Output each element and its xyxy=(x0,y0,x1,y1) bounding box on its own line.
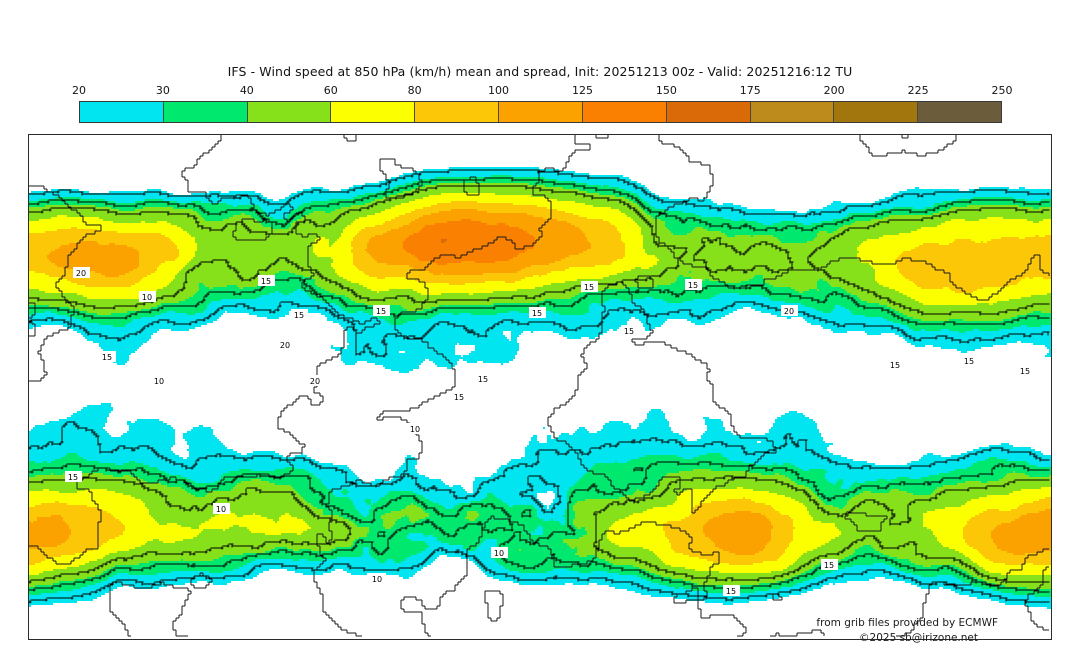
svg-text:15: 15 xyxy=(1020,367,1030,376)
colorbar-segment-2 xyxy=(247,102,332,122)
colorbar-segment-1 xyxy=(163,102,248,122)
svg-text:20: 20 xyxy=(280,341,290,350)
colorbar-tick-250: 250 xyxy=(991,84,1013,97)
svg-text:15: 15 xyxy=(532,309,542,318)
colorbar-tick-125: 125 xyxy=(571,84,593,97)
svg-text:15: 15 xyxy=(964,357,974,366)
svg-text:15: 15 xyxy=(376,307,386,316)
colorbar-tick-80: 80 xyxy=(407,84,422,97)
svg-text:20: 20 xyxy=(784,307,794,316)
colorbar-segment-6 xyxy=(582,102,667,122)
svg-text:10: 10 xyxy=(410,425,420,434)
svg-text:10: 10 xyxy=(494,549,504,558)
colorbar-tick-20: 20 xyxy=(72,84,86,97)
svg-text:15: 15 xyxy=(294,311,304,320)
svg-text:15: 15 xyxy=(68,473,78,482)
colorbar-segment-10 xyxy=(918,102,1001,122)
svg-text:10: 10 xyxy=(372,575,382,584)
colorbar-tick-60: 60 xyxy=(323,84,338,97)
svg-text:15: 15 xyxy=(454,393,464,402)
svg-text:10: 10 xyxy=(142,293,152,302)
svg-text:15: 15 xyxy=(584,283,594,292)
map-canvas: 10 15 20 15 15 15 15 15 10 20 20 15 10 15 15 15 20 15 15 15… xyxy=(29,135,1051,639)
copyright-credit: ©2025 sb@irizone.net xyxy=(859,632,978,644)
colorbar-tick-100: 100 xyxy=(488,84,510,97)
colorbar-tick-40: 40 xyxy=(239,84,254,97)
colorbar-tick-150: 150 xyxy=(655,84,677,97)
page-title: IFS - Wind speed at 850 hPa (km/h) mean … xyxy=(227,64,853,79)
map-frame[interactable]: 10 15 20 15 15 15 15 15 10 20 20 15 10 15 15 15 20 15 15 15… xyxy=(28,134,1052,640)
svg-text:20: 20 xyxy=(76,269,86,278)
colorbar-segment-7 xyxy=(666,102,751,122)
svg-text:15: 15 xyxy=(478,375,488,384)
svg-text:15: 15 xyxy=(824,561,834,570)
colorbar-tick-labels: 20 30 40 60 80 100 125 150 175 200 225 250 xyxy=(72,84,1013,100)
svg-text:20: 20 xyxy=(310,377,320,386)
colorbar-tick-30: 30 xyxy=(155,84,170,97)
colorbar-segment-4 xyxy=(415,102,500,122)
colorbar-segment-5 xyxy=(499,102,583,122)
colorbar: 20 30 40 60 80 100 125 150 175 200 225 250 xyxy=(72,84,1013,124)
colorbar-segment-0 xyxy=(80,102,164,122)
svg-text:15: 15 xyxy=(102,353,112,362)
svg-text:15: 15 xyxy=(688,281,698,290)
colorbar-tick-200: 200 xyxy=(823,84,845,97)
data-source-credit: from grib files provided by ECMWF xyxy=(816,617,998,629)
colorbar-segment-8 xyxy=(750,102,835,122)
svg-text:10: 10 xyxy=(216,505,226,514)
colorbar-tick-175: 175 xyxy=(739,84,761,97)
svg-text:15: 15 xyxy=(261,277,271,286)
svg-text:10: 10 xyxy=(154,377,164,386)
svg-text:15: 15 xyxy=(726,587,736,596)
colorbar-segment-9 xyxy=(834,102,919,122)
svg-text:15: 15 xyxy=(890,361,900,370)
colorbar-segment-3 xyxy=(331,102,416,122)
svg-text:15: 15 xyxy=(624,327,634,336)
colorbar-swatches xyxy=(79,101,1002,123)
colorbar-tick-225: 225 xyxy=(907,84,929,97)
